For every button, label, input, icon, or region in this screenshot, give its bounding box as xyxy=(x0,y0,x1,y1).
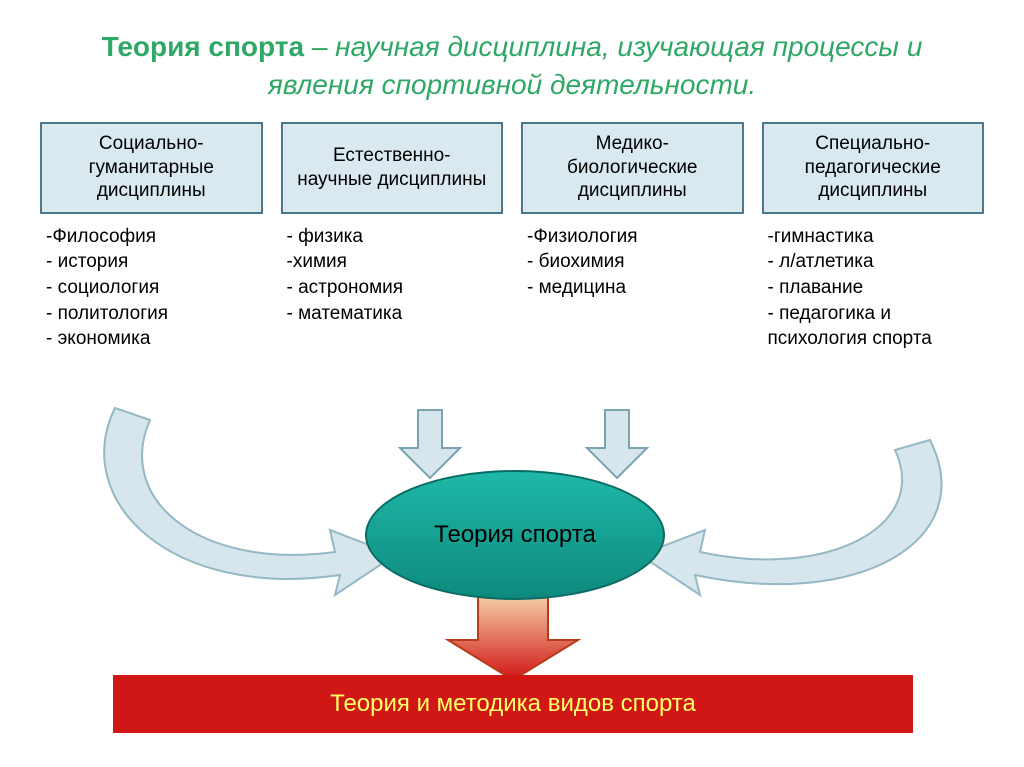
list-natural: - физика -химия - астрономия - математик… xyxy=(281,214,404,327)
box-social: Социально- гуманитарные дисциплины xyxy=(40,122,263,214)
curved-arrow-left xyxy=(104,408,395,595)
curved-arrow-right xyxy=(640,440,941,595)
list-pedagogical: -гимнастика - л/атлетика - плавание - пе… xyxy=(762,214,932,352)
ellipse-container: Теория спорта xyxy=(365,470,665,600)
title-rest: – научная дисциплина, изучающая процессы… xyxy=(268,31,923,100)
ellipse-label: Теория спорта xyxy=(434,521,596,549)
list-social: -Философия - история - социология - поли… xyxy=(40,214,168,352)
column-4: Специально- педагогические дисциплины -г… xyxy=(762,122,985,352)
box-medical: Медико- биологические дисциплины xyxy=(521,122,744,214)
small-arrow-3 xyxy=(587,410,647,478)
list-medical: -Физиология - биохимия - медицина xyxy=(521,214,638,301)
column-3: Медико- биологические дисциплины -Физиол… xyxy=(521,122,744,352)
box-pedagogical: Специально- педагогические дисциплины xyxy=(762,122,985,214)
column-2: Естественно- научные дисциплины - физика… xyxy=(281,122,504,352)
title-highlight: Теория спорта xyxy=(102,31,304,62)
bottom-bar: Теория и методика видов спорта xyxy=(113,675,913,733)
discipline-columns: Социально- гуманитарные дисциплины -Фило… xyxy=(0,122,1024,352)
column-1: Социально- гуманитарные дисциплины -Фило… xyxy=(40,122,263,352)
page-title: Теория спорта – научная дисциплина, изуч… xyxy=(0,0,1024,122)
bottom-label: Теория и методика видов спорта xyxy=(330,690,696,718)
box-natural: Естественно- научные дисциплины xyxy=(281,122,504,214)
theory-ellipse: Теория спорта xyxy=(365,470,665,600)
small-arrow-2 xyxy=(400,410,460,478)
